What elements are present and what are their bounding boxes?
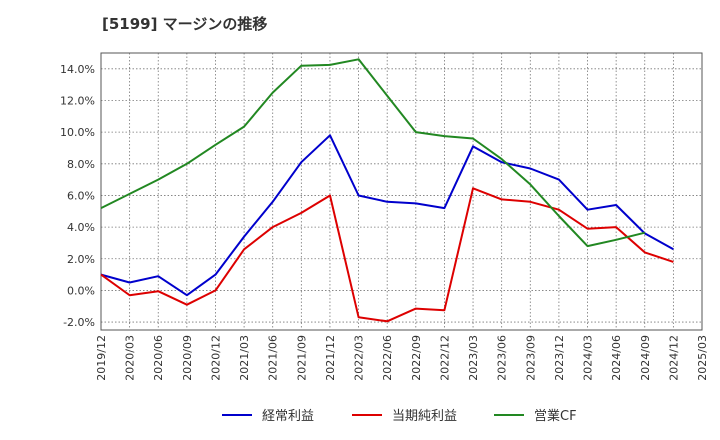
x-tick-label: 2023/06 — [496, 335, 509, 381]
y-tick-label: 6.0% — [67, 189, 95, 202]
y-tick-label: 14.0% — [60, 63, 95, 76]
x-tick-label: 2022/12 — [438, 335, 451, 381]
x-tick-label: 2020/12 — [209, 335, 222, 381]
x-tick-label: 2021/03 — [238, 335, 251, 381]
x-tick-label: 2020/06 — [152, 335, 165, 381]
y-tick-label: 12.0% — [60, 94, 95, 107]
y-tick-label: 2.0% — [67, 253, 95, 266]
x-tick-label: 2022/06 — [381, 335, 394, 381]
y-tick-label: 0.0% — [67, 284, 95, 297]
x-tick-label: 2021/06 — [267, 335, 280, 381]
x-tick-label: 2021/12 — [324, 335, 337, 381]
x-tick-label: 2019/12 — [95, 335, 108, 381]
x-tick-label: 2023/03 — [467, 335, 480, 381]
y-tick-label: 10.0% — [60, 126, 95, 139]
x-tick-label: 2021/09 — [295, 335, 308, 381]
x-tick-label: 2023/09 — [524, 335, 537, 381]
series-line-3 — [100, 58, 646, 248]
chart-title: [5199] マージンの推移 — [102, 15, 268, 33]
x-tick-label: 2020/03 — [124, 335, 137, 381]
grid — [101, 53, 702, 330]
x-tick-label: 2024/12 — [667, 335, 680, 381]
y-tick-label: -2.0% — [63, 316, 95, 329]
series-lines — [100, 58, 674, 323]
x-tick-label: 2023/12 — [553, 335, 566, 381]
y-tick-label: 4.0% — [67, 221, 95, 234]
x-tick-label: 2024/09 — [639, 335, 652, 381]
x-tick-label: 2022/09 — [410, 335, 423, 381]
x-tick-label: 2024/06 — [610, 335, 623, 381]
legend-label-1: 経常利益 — [262, 409, 314, 424]
series-line-1 — [100, 134, 674, 297]
x-tick-label: 2020/09 — [181, 335, 194, 381]
x-tick-label: 2024/03 — [582, 335, 595, 381]
legend: 経常利益 当期純利益 営業CF — [222, 408, 577, 424]
x-tick-label: 2025/03 — [696, 335, 709, 381]
legend-label-2: 当期純利益 — [392, 409, 457, 424]
plot-frame — [100, 52, 703, 331]
y-tick-label: 8.0% — [67, 158, 95, 171]
x-tick-label: 2022/03 — [353, 335, 366, 381]
series-line-2 — [100, 187, 674, 323]
axes: -2.0% 0.0% 2.0% 4.0% 6.0% 8.0% 10.0% 12.0% 14.0%… — [60, 52, 709, 381]
legend-label-3: 営業CF — [534, 408, 577, 424]
